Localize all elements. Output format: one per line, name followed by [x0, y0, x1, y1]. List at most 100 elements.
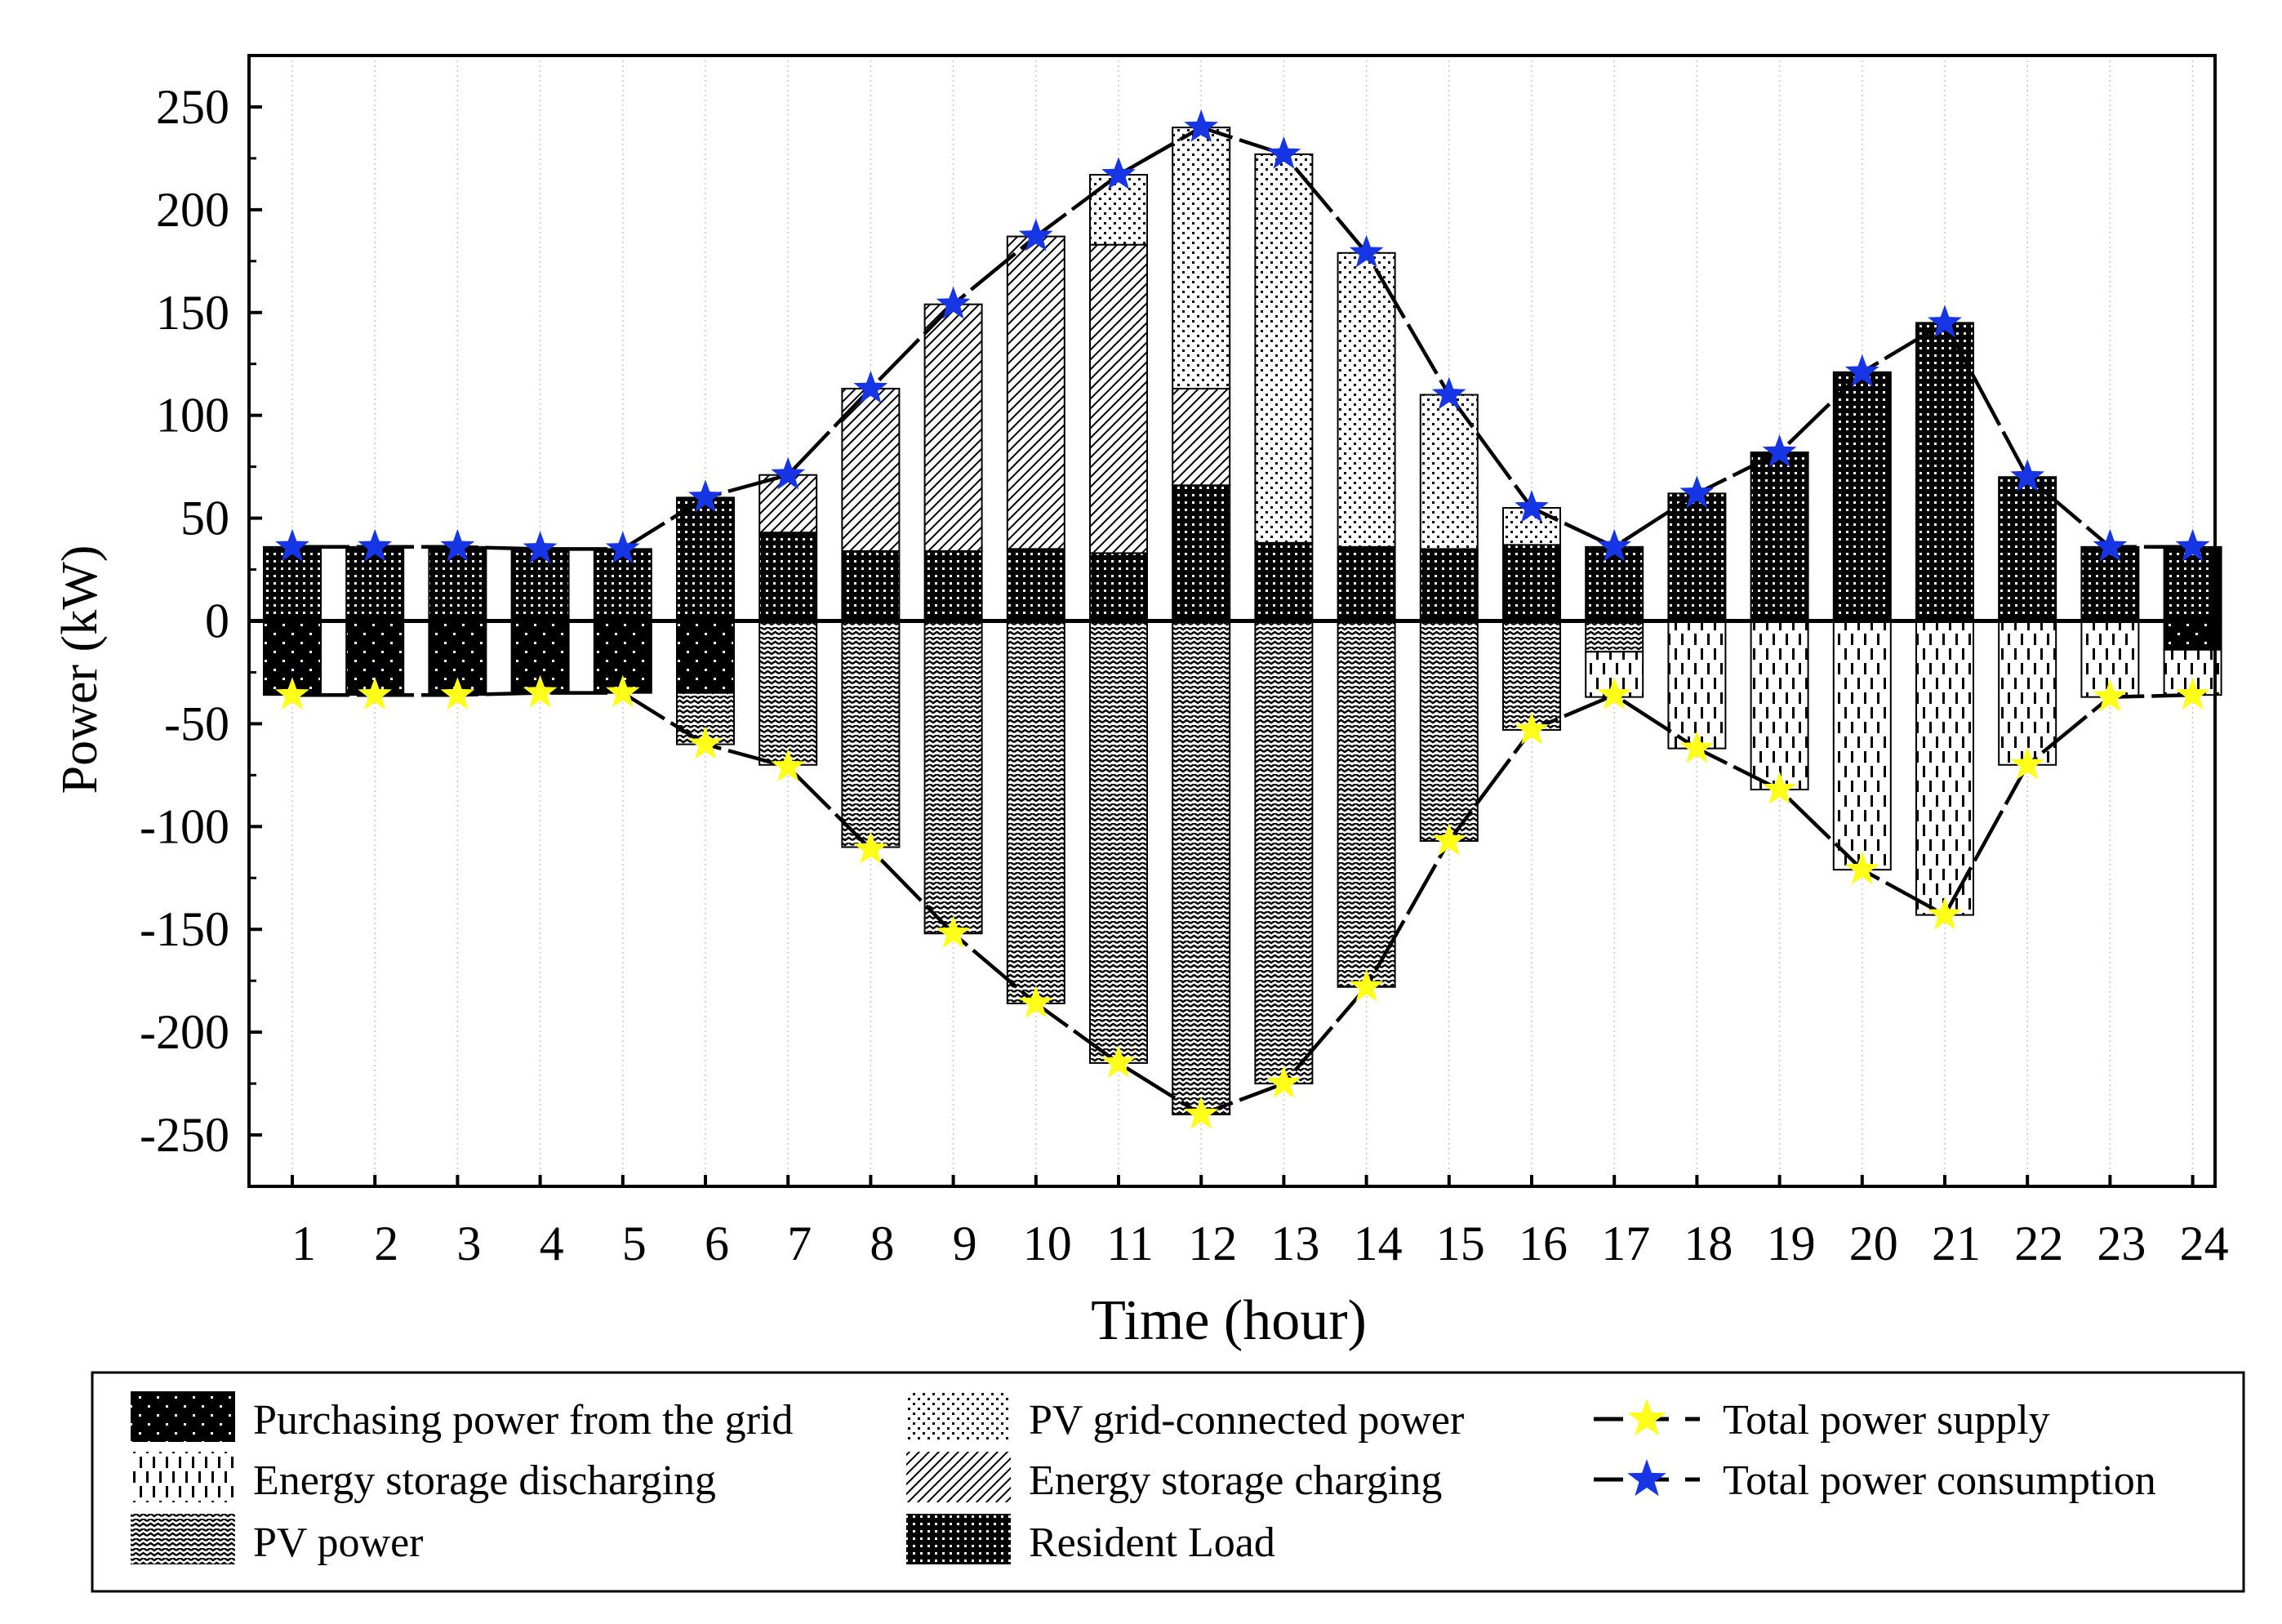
line-total-power-supply: [292, 691, 2193, 1117]
bar-energy-storage-charging-h11: [1089, 243, 1148, 554]
marker-total-power-supply-h13: [1266, 1066, 1301, 1098]
x-tick-label: 6: [705, 1217, 729, 1270]
x-tick-label: 2: [374, 1217, 398, 1270]
y-tick-label: -150: [140, 902, 229, 956]
bar-resident-load-h12: [1172, 484, 1231, 622]
marker-total-power-supply-h19: [1762, 772, 1797, 804]
bar-resident-load-h24: [2163, 545, 2222, 622]
marker-total-power-supply-h4: [523, 674, 558, 708]
bar-resident-load-h19: [1750, 452, 1809, 622]
bar-resident-load-h14: [1337, 545, 1396, 622]
legend-swatch-pv-power: [131, 1514, 235, 1564]
bar-pv-power-h10: [1006, 620, 1065, 1004]
marker-total-power-consumption-h19: [1762, 434, 1797, 467]
legend-label-pv-grid-connected-power: PV grid-connected power: [1029, 1397, 1464, 1444]
bar-resident-load-h6: [676, 496, 735, 622]
x-tick-label: 5: [622, 1217, 647, 1270]
y-tick-label: -200: [140, 1005, 229, 1059]
x-tick-label: 20: [1849, 1217, 1898, 1270]
y-tick-label: -100: [140, 799, 229, 853]
marker-total-power-supply-h8: [853, 831, 888, 864]
marker-total-power-supply-h7: [771, 749, 806, 782]
legend-swatch-purchasing-power-from-the-grid: [131, 1391, 235, 1442]
x-tick-label: 7: [787, 1217, 812, 1270]
bar-resident-load-h15: [1419, 548, 1479, 622]
marker-total-power-consumption-h7: [771, 456, 806, 490]
bar-energy-storage-discharging-h19: [1750, 620, 1809, 790]
bar-energy-storage-charging-h8: [841, 387, 901, 552]
x-tick-label: 18: [1684, 1217, 1733, 1270]
marker-total-power-consumption-h17: [1597, 528, 1632, 562]
marker-total-power-consumption-h3: [440, 528, 475, 562]
bar-resident-load-h21: [1915, 322, 1974, 622]
bar-energy-storage-charging-h10: [1006, 235, 1065, 550]
bar-resident-load-h8: [841, 549, 901, 622]
marker-total-power-consumption-h13: [1266, 136, 1301, 169]
marker-total-power-supply-h3: [440, 677, 475, 710]
legend-swatch-energy-storage-charging: [906, 1452, 1011, 1502]
bar-pv-power-h13: [1254, 620, 1314, 1085]
y-tick-label: 100: [156, 389, 229, 443]
bar-energy-storage-charging-h12: [1172, 387, 1231, 487]
total-lines: [275, 109, 2210, 1129]
legend-label-total-power-consumption: Total power consumption: [1723, 1457, 2156, 1504]
x-tick-label: 8: [870, 1217, 894, 1270]
marker-total-power-supply-h24: [2175, 677, 2210, 710]
marker-total-power-consumption-h8: [853, 370, 888, 403]
marker-total-power-supply-h16: [1515, 712, 1549, 745]
x-tick-label: 1: [291, 1217, 316, 1270]
legend-swatch-pv-grid-connected-power: [906, 1391, 1011, 1442]
x-tick-label: 4: [540, 1217, 564, 1270]
positive-bars: [263, 127, 2222, 622]
legend-swatch-resident-load: [906, 1514, 1011, 1564]
y-tick-label: -250: [140, 1108, 229, 1162]
bar-resident-load-h23: [2080, 545, 2140, 622]
marker-total-power-supply-h14: [1349, 968, 1384, 1002]
bar-resident-load-h3: [428, 545, 487, 622]
legend-label-energy-storage-charging: Energy storage charging: [1029, 1457, 1442, 1504]
bar-energy-storage-discharging-h22: [1998, 620, 2057, 766]
bar-pv-grid-connected-power-h13: [1254, 153, 1314, 544]
legend-swatch-energy-storage-discharging: [131, 1452, 235, 1502]
marker-total-power-supply-h15: [1431, 822, 1466, 856]
bar-pv-grid-connected-power-h15: [1419, 394, 1479, 550]
bar-pv-power-h12: [1172, 620, 1231, 1115]
marker-total-power-consumption-h20: [1844, 354, 1879, 387]
marker-total-power-supply-h6: [688, 726, 723, 759]
marker-total-power-consumption-h15: [1431, 376, 1466, 410]
marker-total-power-supply-h5: [605, 674, 640, 708]
bar-resident-load-h22: [1998, 476, 2057, 622]
bar-pv-power-h14: [1337, 620, 1396, 988]
marker-total-power-consumption-h1: [275, 528, 309, 562]
marker-total-power-consumption-h22: [2010, 459, 2045, 492]
x-tick-label: 24: [2180, 1217, 2229, 1270]
legend-frame: [91, 1371, 2245, 1593]
bar-pv-power-h7: [758, 620, 818, 766]
y-tick-label: 0: [205, 594, 229, 648]
marker-total-power-supply-h20: [1844, 852, 1879, 884]
y-tick-label: 150: [156, 286, 229, 340]
marker-total-power-consumption-h10: [1018, 218, 1053, 251]
bar-resident-load-h9: [923, 549, 983, 622]
legend-label-total-power-supply: Total power supply: [1723, 1397, 2050, 1444]
legend-label-energy-storage-discharging: Energy storage discharging: [253, 1457, 716, 1504]
bar-resident-load-h10: [1006, 548, 1065, 622]
marker-total-power-consumption-h23: [2093, 528, 2128, 562]
x-tick-label: 9: [953, 1217, 977, 1270]
x-tick-label: 17: [1601, 1217, 1650, 1270]
x-axis-title: Time (hour): [1091, 1289, 1367, 1352]
bar-resident-load-h13: [1254, 541, 1314, 622]
x-tick-label: 11: [1106, 1217, 1154, 1270]
bar-resident-load-h4: [510, 548, 570, 622]
marker-total-power-supply-h21: [1928, 897, 1962, 930]
marker-total-power-consumption-h18: [1679, 475, 1715, 509]
bar-pv-power-h9: [923, 620, 983, 935]
x-tick-label: 3: [456, 1217, 481, 1270]
bar-resident-load-h16: [1502, 544, 1561, 622]
bar-resident-load-h5: [593, 548, 652, 622]
marker-total-power-supply-h22: [2010, 746, 2045, 780]
negative-bars: [263, 620, 2222, 1115]
marker-total-power-supply-h11: [1101, 1044, 1136, 1078]
